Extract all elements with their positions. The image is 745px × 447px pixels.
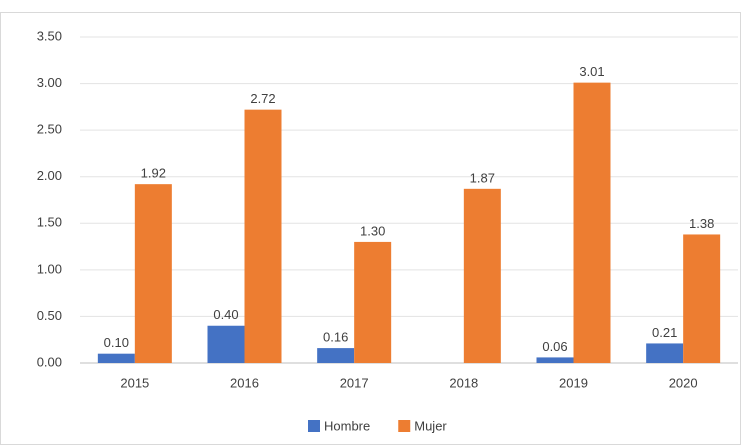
data-label: 1.87 bbox=[470, 170, 495, 185]
bar bbox=[207, 325, 245, 363]
legend-label: Mujer bbox=[414, 418, 447, 433]
bar bbox=[646, 343, 684, 363]
bar bbox=[354, 241, 392, 363]
chart-border bbox=[0, 12, 741, 445]
bar bbox=[683, 234, 721, 363]
data-label: 1.92 bbox=[141, 166, 166, 181]
bar bbox=[317, 348, 355, 363]
bar bbox=[536, 357, 574, 363]
x-tick-label: 2019 bbox=[559, 375, 588, 390]
y-tick-label: 1.00 bbox=[37, 261, 62, 276]
bar bbox=[134, 184, 172, 363]
bar bbox=[573, 82, 611, 363]
data-label: 0.40 bbox=[213, 307, 238, 322]
bar bbox=[97, 353, 135, 363]
legend-label: Hombre bbox=[324, 418, 370, 433]
x-tick-label: 2016 bbox=[230, 375, 259, 390]
y-tick-label: 0.00 bbox=[37, 354, 62, 369]
data-label: 0.16 bbox=[323, 330, 348, 345]
bar bbox=[463, 188, 501, 363]
x-tick-label: 2020 bbox=[669, 375, 698, 390]
y-tick-label: 0.50 bbox=[37, 308, 62, 323]
data-label: 1.30 bbox=[360, 223, 385, 238]
x-tick-label: 2017 bbox=[340, 375, 369, 390]
x-tick-label: 2018 bbox=[449, 375, 478, 390]
legend-swatch bbox=[308, 420, 320, 432]
y-tick-label: 3.00 bbox=[37, 75, 62, 90]
y-tick-label: 3.50 bbox=[37, 28, 62, 43]
data-label: 0.10 bbox=[104, 335, 129, 350]
data-label: 0.06 bbox=[542, 339, 567, 354]
legend-swatch bbox=[398, 420, 411, 432]
data-label: 1.38 bbox=[689, 216, 714, 231]
data-label: 3.01 bbox=[579, 64, 604, 79]
data-label: 0.21 bbox=[652, 325, 677, 340]
data-label: 2.72 bbox=[250, 91, 275, 106]
y-tick-label: 1.50 bbox=[37, 215, 62, 230]
y-tick-label: 2.00 bbox=[37, 168, 62, 183]
x-tick-label: 2015 bbox=[120, 375, 149, 390]
y-tick-label: 2.50 bbox=[37, 122, 62, 137]
bar bbox=[244, 109, 282, 363]
